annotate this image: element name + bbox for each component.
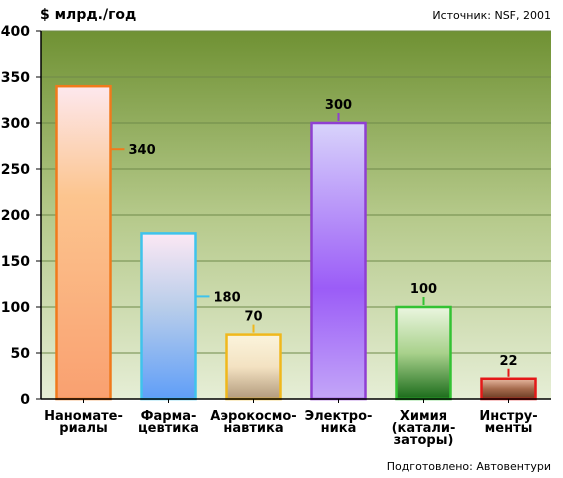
category-label: Фарма-	[141, 409, 197, 424]
category-label: Электро-	[305, 409, 373, 424]
category-label: риалы	[59, 421, 107, 436]
category-label: Инстру-	[479, 409, 537, 424]
y-tick-label: 50	[11, 346, 31, 362]
bar	[225, 333, 282, 401]
value-label: 340	[129, 143, 156, 158]
label-leaders	[111, 113, 510, 377]
bar	[310, 121, 367, 401]
bar	[140, 232, 197, 401]
value-label: 180	[214, 290, 241, 305]
credit-note: Подготовлено: Автовентури	[387, 460, 551, 473]
y-tick-label: 250	[1, 162, 30, 178]
category-label: Наномате-	[44, 409, 123, 424]
y-axis-ticks: 0 50 100 150 200 250 300 350 400	[1, 24, 41, 408]
bar	[480, 377, 537, 401]
category-label: Аэрокосмо-	[210, 409, 296, 424]
value-label: 100	[410, 282, 437, 297]
category-labels: Наномате-риалы Фарма-цевтика Аэрокосмо-нав…	[44, 399, 538, 448]
category-label: менты	[485, 421, 533, 436]
grid-lines	[41, 30, 551, 354]
bar	[395, 305, 452, 401]
y-tick-label: 100	[1, 300, 30, 316]
y-tick-label: 350	[1, 70, 30, 86]
category-label: (катали-	[392, 421, 456, 436]
category-label: ника	[321, 421, 357, 436]
category-label: цевтика	[138, 421, 199, 436]
category-label: навтика	[223, 421, 283, 436]
value-label: 300	[325, 98, 352, 113]
category-label: заторы)	[394, 433, 454, 448]
y-axis-label: $ млрд./год	[40, 7, 136, 23]
bar	[55, 84, 112, 401]
bars	[55, 84, 537, 401]
value-label: 22	[499, 354, 517, 369]
y-tick-label: 400	[1, 24, 30, 40]
y-tick-label: 300	[1, 116, 30, 132]
value-label: 70	[244, 310, 262, 325]
y-tick-label: 0	[20, 392, 30, 408]
y-tick-label: 200	[1, 208, 30, 224]
source-note: Источник: NSF, 2001	[432, 9, 551, 22]
category-label: Химия	[400, 409, 447, 424]
y-tick-label: 150	[1, 254, 30, 270]
